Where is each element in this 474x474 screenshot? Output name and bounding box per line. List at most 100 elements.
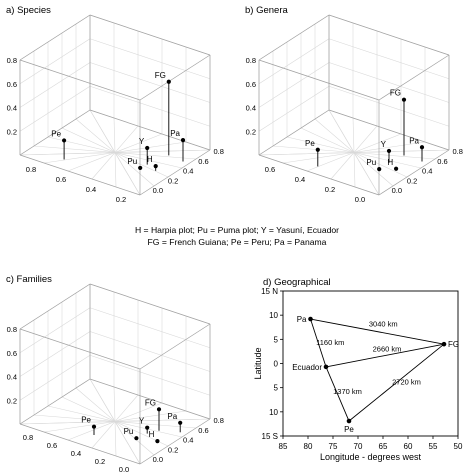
point-label: Y bbox=[139, 137, 145, 146]
point-label: H bbox=[149, 430, 155, 439]
wall-grid-line bbox=[19, 331, 91, 377]
data-point bbox=[180, 138, 186, 143]
z-tick-label: 0.2 bbox=[7, 396, 17, 405]
point-label: Pu bbox=[127, 157, 137, 166]
left-axis-tick-label: 0.0 bbox=[355, 195, 365, 204]
y-tick-label: 5 bbox=[274, 335, 279, 344]
right-axis-tick-label: 0.6 bbox=[437, 157, 447, 166]
left-axis-tick-label: 0.2 bbox=[325, 185, 335, 194]
cube-edge bbox=[89, 14, 211, 56]
right-axis-tick-label: 0.0 bbox=[153, 455, 163, 464]
data-point bbox=[377, 167, 382, 172]
wall-grid-line bbox=[89, 331, 211, 372]
wall-grid-line bbox=[89, 354, 211, 396]
point-label: FG bbox=[145, 398, 156, 407]
wall-grid-line bbox=[258, 62, 330, 108]
cube-edge bbox=[258, 59, 380, 101]
z-tick-label: 0.8 bbox=[7, 325, 17, 334]
point-label: Pu bbox=[124, 427, 134, 436]
cube-edge bbox=[89, 109, 211, 151]
cube-edge bbox=[258, 14, 330, 61]
wall-grid-line bbox=[89, 38, 211, 80]
y-tick-label: 10 bbox=[269, 408, 278, 417]
left-axis-tick-label: 0.6 bbox=[56, 175, 66, 184]
data-point bbox=[153, 164, 158, 169]
panel-families: c) Families 0.2 0.4 0.6 0.8 0.8 0.6 0.4 0.2 0.0 0.… bbox=[6, 274, 224, 474]
cube-edge bbox=[19, 328, 141, 370]
data-point bbox=[156, 407, 162, 412]
data-point bbox=[166, 79, 171, 84]
panel-title: d) Geographical bbox=[263, 277, 331, 288]
wall-grid-line bbox=[89, 307, 211, 349]
cube-edge bbox=[139, 54, 211, 101]
link-line bbox=[310, 318, 445, 345]
cube-edge bbox=[139, 418, 211, 465]
cube-edge bbox=[19, 109, 91, 156]
data-point bbox=[386, 148, 392, 154]
z-tick-label: 0.4 bbox=[7, 104, 17, 113]
y-tick-label: 5 bbox=[274, 384, 279, 393]
cube-edge bbox=[328, 109, 450, 151]
z-tick-label: 0.2 bbox=[246, 127, 256, 136]
right-axis-tick-label: 0.4 bbox=[183, 436, 193, 445]
panel-species: a) Species 0.2 0.4 0.6 0.8 0.8 0.6 0.4 0.2 0.8 0.6… bbox=[6, 5, 224, 204]
y-axis-label: Latitude bbox=[253, 347, 263, 379]
x-tick-label: 55 bbox=[429, 442, 438, 451]
right-axis-tick-label: 0.2 bbox=[168, 445, 178, 454]
link-line bbox=[325, 343, 445, 368]
right-axis-tick-label: 0.8 bbox=[213, 416, 223, 425]
right-axis-tick-label: 0.4 bbox=[183, 167, 193, 176]
point-label: Pu bbox=[366, 158, 376, 167]
point-label: Y bbox=[139, 417, 145, 426]
link-distance-label: 2660 km bbox=[373, 345, 402, 354]
wall-grid-line bbox=[328, 85, 450, 127]
right-axis-tick-label: 0.8 bbox=[452, 147, 462, 156]
right-axis-tick-label: 0.2 bbox=[168, 176, 178, 185]
right-axis-tick-label: 0.0 bbox=[153, 186, 163, 195]
left-axis-tick-label: 0.6 bbox=[47, 441, 57, 450]
point-label: Pa bbox=[409, 136, 419, 145]
left-axis-tick-label: 0.2 bbox=[95, 457, 105, 466]
link-distance-label: 3040 km bbox=[369, 320, 398, 329]
y-tick-label: 15 S bbox=[262, 432, 278, 441]
x-tick-label: 85 bbox=[279, 442, 288, 451]
cube-edge bbox=[139, 323, 211, 370]
data-point bbox=[62, 138, 67, 143]
floor-grid-line bbox=[328, 109, 380, 196]
point-label: H bbox=[147, 155, 153, 164]
cube-edge bbox=[139, 149, 211, 196]
x-tick-label: 60 bbox=[404, 442, 413, 451]
cube-edge bbox=[258, 154, 380, 196]
left-axis-tick-label: 0.2 bbox=[116, 195, 126, 204]
z-tick-label: 0.4 bbox=[246, 104, 256, 113]
wall-grid-line bbox=[89, 85, 211, 127]
right-axis-tick-label: 0.2 bbox=[407, 176, 417, 185]
wall-grid-line bbox=[89, 62, 211, 103]
z-tick-label: 0.6 bbox=[7, 349, 17, 358]
y-tick-label: 0 bbox=[274, 360, 279, 369]
cube-edge bbox=[258, 109, 330, 156]
panel-genera: b) Genera 0.2 0.4 0.6 0.8 0.6 0.4 0.2 0.0 0.8 0.6 0… bbox=[245, 5, 463, 204]
y-tick-label: 10 bbox=[269, 311, 278, 320]
right-axis-tick-label: 0.6 bbox=[198, 157, 208, 166]
cube-edge bbox=[19, 59, 141, 101]
left-axis-tick-label: 0.0 bbox=[119, 465, 129, 474]
x-tick-label: 80 bbox=[304, 442, 313, 451]
wall-grid-line bbox=[19, 307, 91, 354]
cube-edge bbox=[19, 378, 91, 425]
z-tick-label: 0.6 bbox=[246, 80, 256, 89]
x-tick-label: 65 bbox=[379, 442, 388, 451]
wall-grid-line bbox=[19, 85, 91, 132]
z-tick-label: 0.2 bbox=[7, 127, 17, 136]
z-tick-label: 0.8 bbox=[246, 56, 256, 65]
wall-grid-line bbox=[258, 85, 330, 132]
site-point bbox=[323, 364, 329, 370]
point-label: Pa bbox=[167, 412, 177, 421]
data-point bbox=[315, 147, 320, 152]
data-point bbox=[145, 145, 150, 151]
site-point bbox=[441, 341, 447, 347]
cube-edge bbox=[89, 378, 211, 420]
x-tick-label: 50 bbox=[454, 442, 463, 451]
cube-edge bbox=[378, 149, 450, 196]
link-line bbox=[310, 318, 327, 368]
